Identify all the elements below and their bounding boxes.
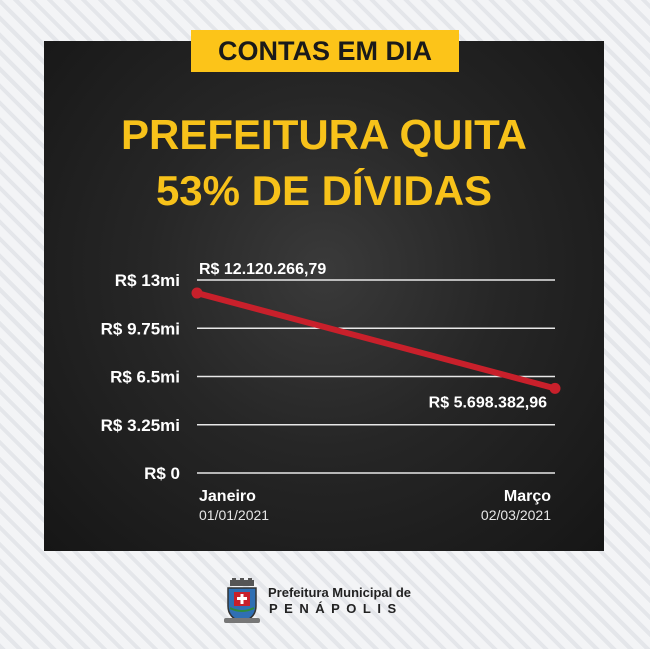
y-tick-label: R$ 13mi bbox=[115, 271, 180, 290]
footer-org-label: Prefeitura Municipal de bbox=[268, 585, 412, 600]
y-tick-label: R$ 9.75mi bbox=[101, 319, 180, 338]
x-category-label: Janeiro bbox=[199, 488, 256, 505]
data-label: R$ 5.698.382,96 bbox=[429, 394, 547, 411]
series-line bbox=[194, 290, 558, 392]
x-category-label: Março bbox=[504, 488, 551, 505]
footer-city-name: PENÁPOLIS bbox=[269, 601, 403, 616]
y-tick-label: R$ 6.5mi bbox=[110, 368, 180, 387]
data-point bbox=[191, 287, 203, 299]
data-label: R$ 12.120.266,79 bbox=[199, 261, 326, 278]
x-date-label: 02/03/2021 bbox=[481, 507, 551, 523]
headline-line-2: 53% DE DÍVIDAS bbox=[155, 167, 493, 214]
y-tick-label: R$ 0 bbox=[144, 464, 180, 483]
x-date-label: 01/01/2021 bbox=[199, 507, 269, 523]
headline-line-1: PREFEITURA QUITA bbox=[121, 111, 527, 158]
chart-panel bbox=[44, 41, 604, 551]
header-tag: CONTAS EM DIA bbox=[191, 30, 459, 72]
data-point bbox=[549, 382, 561, 394]
city-coat-of-arms-icon bbox=[224, 578, 260, 623]
y-tick-label: R$ 3.25mi bbox=[101, 416, 180, 435]
